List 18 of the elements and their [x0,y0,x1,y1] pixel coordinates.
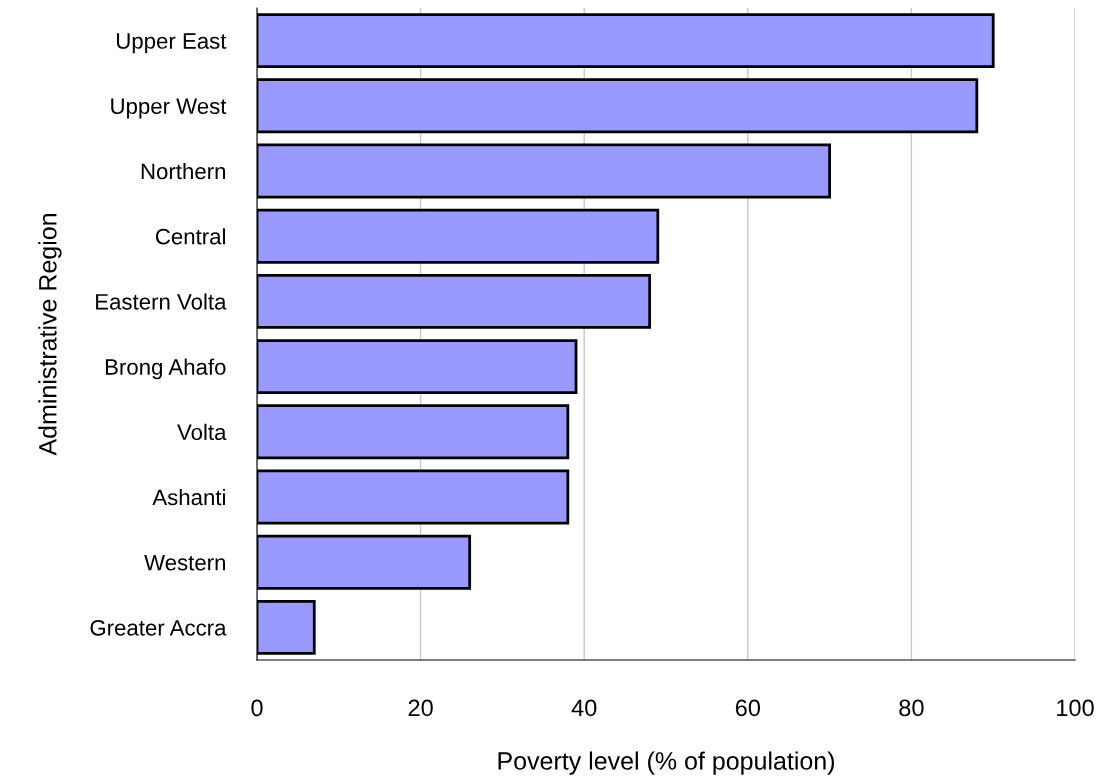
y-tick-label: Volta [177,423,227,441]
y-tick-label: Ashanti [152,488,225,506]
x-tick-label: 20 [408,699,433,717]
y-tick-label: Western [144,554,226,571]
x-tick-label: 40 [571,699,597,717]
y-tick-label: Central [155,228,225,245]
x-tick-label: 80 [899,699,924,717]
x-tick-label: 60 [735,699,761,717]
y-tick-label: Northern [141,162,226,180]
x-tick-label: 0 [251,699,263,717]
y-tick-label: Upper East [117,33,227,54]
y-tick-label: Brong Ahafo [105,358,226,380]
y-axis-title: Administrative Region [38,214,62,456]
y-tick-label: Eastern Volta [96,293,227,310]
y-tick-label: Greater Accra [90,619,227,636]
y-tick-label: Upper West [111,98,227,119]
x-axis-title: Poverty level (% of population) [498,751,834,775]
x-tick-label: 100 [1057,699,1094,717]
